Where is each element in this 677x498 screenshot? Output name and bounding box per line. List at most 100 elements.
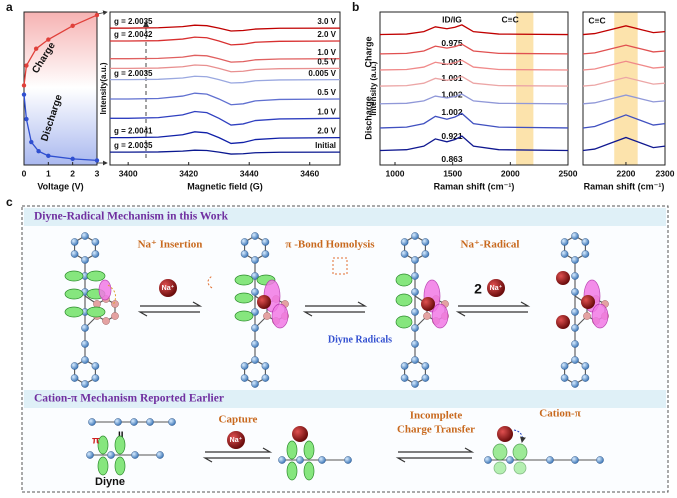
cation-pi-molecule: [484, 426, 604, 475]
equilibrium-arrow: [398, 447, 475, 453]
series-line: [582, 136, 666, 152]
x-tick-label: 3440: [240, 168, 259, 178]
molecule: [64, 231, 120, 389]
series-line: [110, 24, 341, 32]
x-tick-label: 2300: [656, 168, 675, 178]
point: [94, 158, 100, 163]
series-line: [110, 149, 341, 155]
diyne-molecule: II: [86, 418, 176, 476]
molecule: [556, 231, 610, 389]
x-tick-label: 1500: [443, 168, 462, 178]
note: Diyne Radicals: [328, 334, 392, 345]
header-band: [24, 208, 666, 226]
step-label: Na⁺ Insertion: [138, 239, 203, 251]
x-axis-label: Raman shift (cm⁻¹): [584, 181, 665, 191]
step-label: Incomplete: [410, 410, 463, 422]
point: [24, 63, 29, 68]
point: [33, 46, 39, 51]
molecule: [332, 231, 450, 389]
series-label: 1.002: [441, 107, 463, 117]
x-tick-label: 3460: [300, 168, 319, 178]
highlight-band: [614, 12, 638, 165]
series-label: Initial: [315, 141, 336, 150]
x-tick-label: 2000: [501, 168, 520, 178]
step-label: Cation-π: [539, 408, 580, 420]
series-line: [110, 110, 341, 126]
series-line: [582, 114, 666, 129]
x-axis-label: Magnetic field (G): [187, 181, 263, 191]
y-axis-label: Intensity (a.u.): [369, 61, 378, 116]
ion: [487, 279, 505, 297]
series-label: 3.0 V: [317, 17, 336, 26]
series-line: [379, 93, 569, 105]
x-tick-label: 0: [22, 168, 27, 178]
series-line: [110, 75, 341, 84]
x-axis-label: Voltage (V): [37, 181, 83, 191]
series-label: 0.975: [441, 38, 463, 48]
band-label: C≡C: [501, 14, 518, 24]
annotation: g = 2.0042: [114, 30, 153, 39]
series-line: [379, 24, 569, 36]
series-line: [379, 112, 569, 129]
x-tick-label: 2200: [616, 168, 635, 178]
series-label: 2.0 V: [317, 30, 336, 39]
panel-label: a: [6, 0, 13, 14]
series-line: [582, 60, 666, 71]
x-tick-label: 1: [46, 168, 51, 178]
equilibrium-arrow: [455, 311, 528, 317]
plot-frame: [582, 11, 666, 166]
step-label: Capture: [219, 414, 258, 426]
series-line: [379, 43, 569, 55]
series-line: [110, 36, 341, 46]
series-label: 1.001: [441, 73, 463, 83]
ion-label: Na⁺: [162, 284, 175, 292]
series-label: 0.863: [441, 154, 463, 164]
step-label: Na⁺-Radical: [461, 239, 520, 251]
point: [29, 139, 34, 145]
point: [46, 37, 51, 42]
point: [70, 23, 75, 28]
series-line: [582, 44, 666, 55]
x-tick-label: 3420: [179, 168, 198, 178]
annotation: g = 2.0041: [114, 127, 153, 136]
equilibrium-arrow: [137, 311, 200, 317]
series-label: 1.0 V: [317, 107, 336, 116]
plot-frame: [23, 11, 98, 166]
x-tick-label: 3400: [119, 168, 138, 178]
x-tick-label: 2: [70, 168, 75, 178]
annotation: g = 2.0035: [114, 141, 153, 150]
series-line: [23, 14, 98, 86]
annotation: g = 2.0035: [114, 69, 153, 78]
discharge-background: [24, 88, 97, 165]
series-label: 1.002: [441, 89, 463, 99]
point: [24, 116, 29, 122]
header: ID/IG: [442, 14, 462, 24]
point: [46, 153, 51, 159]
equilibrium-arrow: [140, 301, 203, 307]
group-label: Discharge: [363, 96, 373, 140]
point: [21, 92, 27, 97]
ion: [159, 279, 177, 297]
y-axis-label: Intensity(a.u.): [99, 62, 108, 114]
point: [94, 12, 100, 18]
equilibrium-arrow: [305, 301, 368, 307]
series-line: [379, 59, 569, 71]
diagram-frame: [21, 205, 669, 493]
annotation: g = 2.0035: [114, 17, 153, 26]
series-line: [582, 76, 666, 87]
series-label: 0.005 V: [308, 69, 336, 78]
step-label: Charge Transfer: [397, 424, 475, 436]
series-label: 2.0 V: [317, 127, 336, 136]
x-axis-label: Raman shift (cm⁻¹): [434, 181, 515, 191]
series-line: [110, 92, 341, 106]
molecule: [207, 231, 290, 389]
plot-frame: [109, 11, 341, 166]
ion: [227, 431, 245, 449]
ion-label: Na⁺: [490, 284, 503, 292]
chart-title: C≡C: [588, 15, 605, 25]
panel-label: c: [6, 195, 13, 209]
x-tick-label: 2500: [559, 168, 578, 178]
molecule-label: Diyne: [95, 476, 125, 488]
highlight-band: [516, 12, 534, 165]
